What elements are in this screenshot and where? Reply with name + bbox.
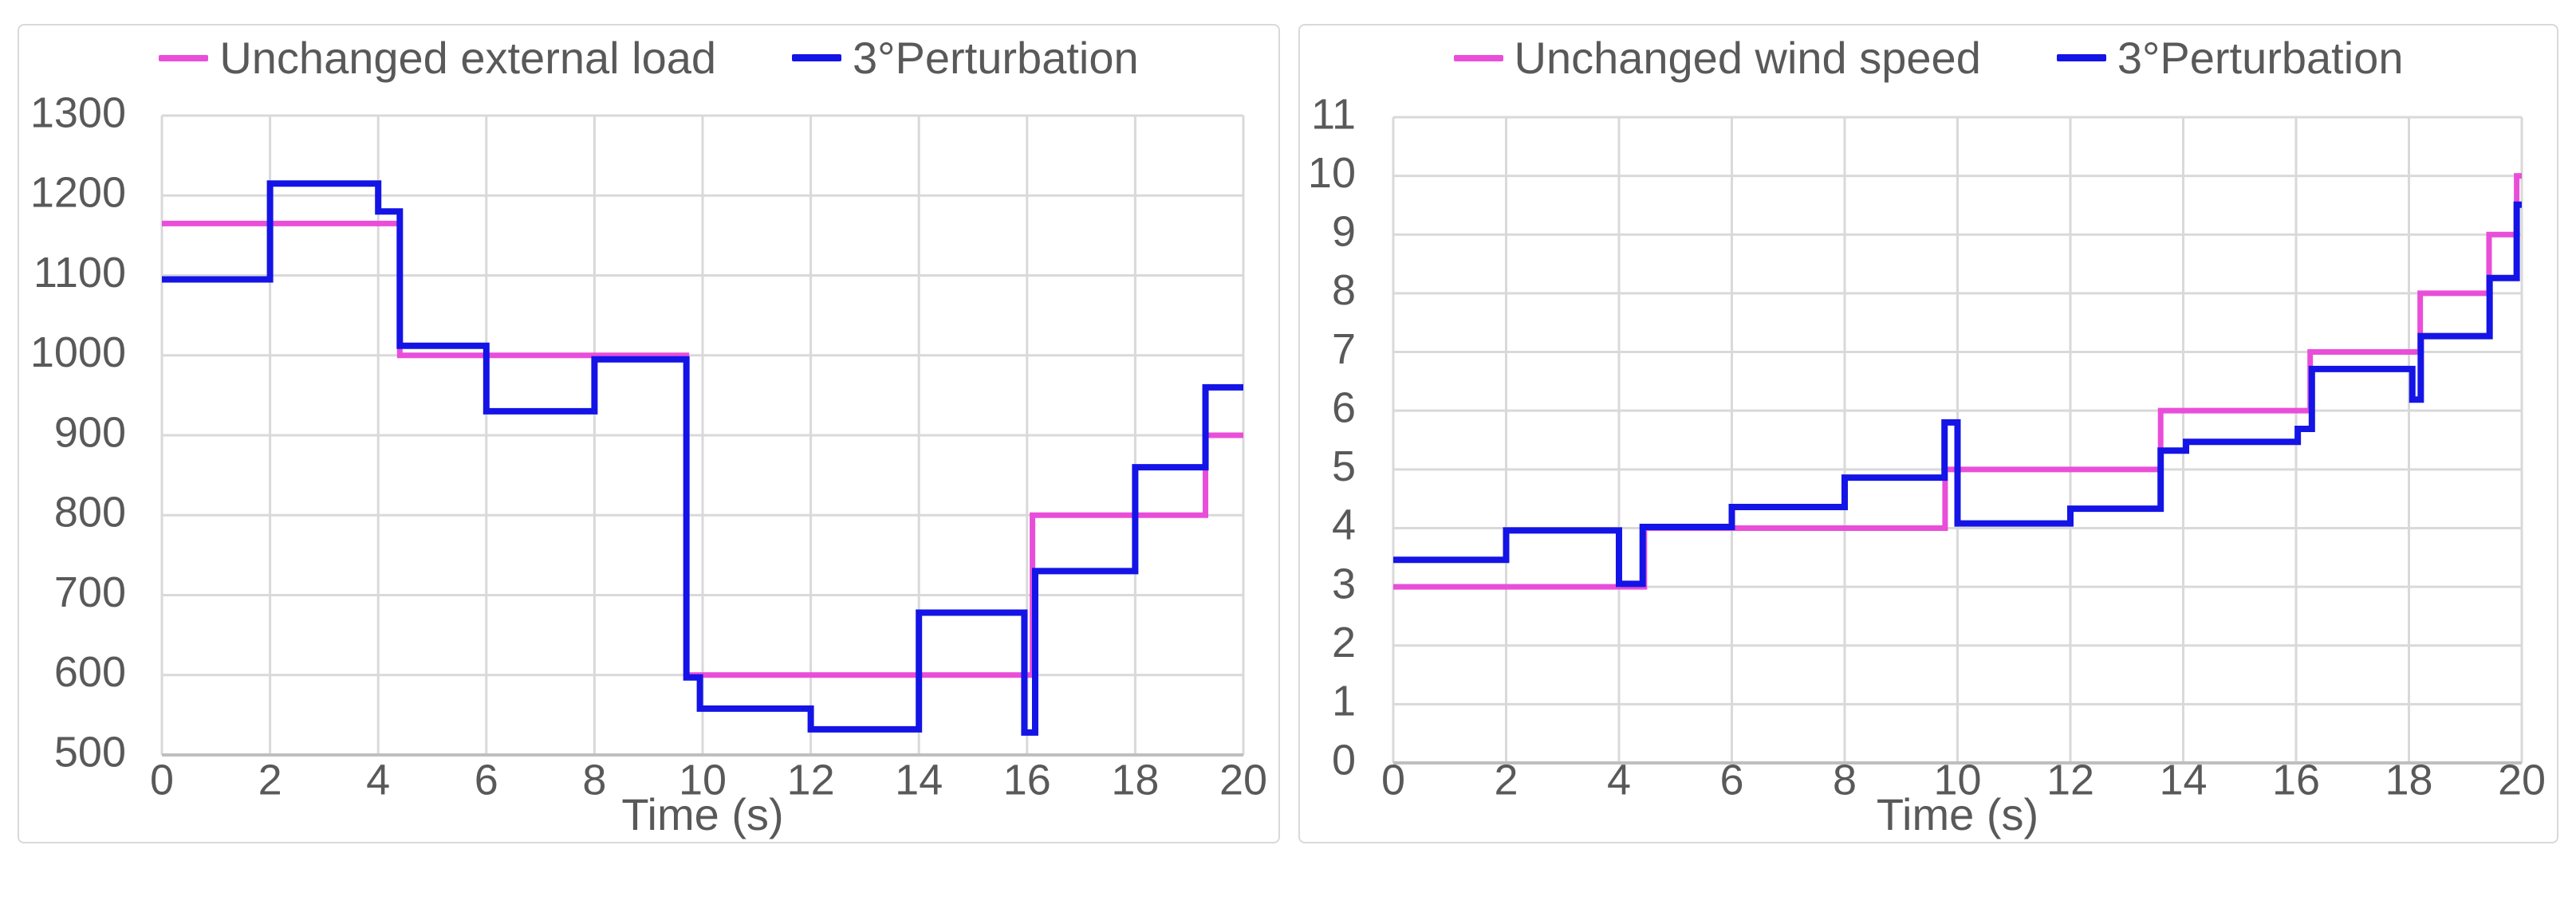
legend-swatch-blue-icon	[792, 54, 842, 61]
legend-item-perturbation-left: 3°Perturbation	[792, 32, 1139, 84]
y-tick-label: 7	[1332, 325, 1356, 373]
legend-label: 3°Perturbation	[2117, 33, 2404, 83]
legend-swatch-magenta-icon	[159, 54, 209, 61]
x-tick-label: 0	[150, 756, 174, 804]
y-tick-label: 11	[1311, 90, 1356, 138]
y-tick-label: 1	[1332, 678, 1356, 725]
y-tick-label: 9	[1332, 208, 1356, 256]
x-tick-label: 20	[1219, 756, 1267, 804]
legend-wind-speed: Unchanged wind speed 3°Perturbation	[1298, 32, 2558, 84]
y-tick-label: 700	[54, 568, 126, 616]
series-line-perturbation	[1393, 201, 2522, 588]
y-tick-label: 8	[1332, 266, 1356, 314]
legend-item-unchanged-external-load: Unchanged external load	[159, 32, 716, 84]
y-tick-label: 600	[54, 648, 126, 696]
y-tick-label: 4	[1332, 501, 1356, 549]
x-tick-label: 6	[475, 756, 498, 804]
x-tick-label: 16	[1003, 756, 1051, 804]
x-tick-label: 2	[258, 756, 282, 804]
y-tick-label: 1100	[33, 249, 126, 297]
y-tick-label: 500	[54, 728, 126, 776]
chart-card-wind-speed	[1298, 24, 2558, 843]
legend-label: 3°Perturbation	[853, 33, 1139, 83]
y-tick-label: 0	[1332, 736, 1356, 784]
legend-swatch-magenta-icon	[1453, 54, 1503, 61]
series-line-perturbation	[162, 180, 1243, 736]
y-tick-label: 1000	[30, 328, 126, 376]
y-tick-label: 5	[1332, 442, 1356, 490]
y-tick-label: 800	[54, 489, 126, 537]
x-axis-title: Time (s)	[621, 789, 783, 839]
y-tick-label: 3	[1332, 560, 1356, 607]
legend-external-load: Unchanged external load 3°Perturbation	[18, 32, 1280, 84]
legend-swatch-blue-icon	[2056, 54, 2106, 61]
y-tick-label: 2	[1332, 619, 1356, 666]
y-tick-label: 1300	[30, 88, 126, 136]
x-axis-title: Time (s)	[1877, 789, 2038, 839]
y-tick-label: 10	[1308, 149, 1356, 197]
legend-item-perturbation-right: 3°Perturbation	[2056, 32, 2404, 84]
chart-card-external-load	[18, 24, 1280, 843]
x-tick-label: 10	[679, 756, 727, 804]
y-tick-label: 900	[54, 408, 126, 456]
legend-item-unchanged-wind-speed: Unchanged wind speed	[1453, 32, 1981, 84]
y-tick-label: 1200	[30, 169, 126, 217]
y-tick-label: 6	[1332, 383, 1356, 431]
legend-label: Unchanged wind speed	[1514, 33, 1981, 83]
x-tick-label: 4	[366, 756, 390, 804]
x-tick-label: 14	[895, 756, 943, 804]
x-tick-label: 8	[582, 756, 606, 804]
x-tick-label: 18	[1111, 756, 1159, 804]
legend-label: Unchanged external load	[219, 33, 717, 83]
x-tick-label: 12	[787, 756, 835, 804]
